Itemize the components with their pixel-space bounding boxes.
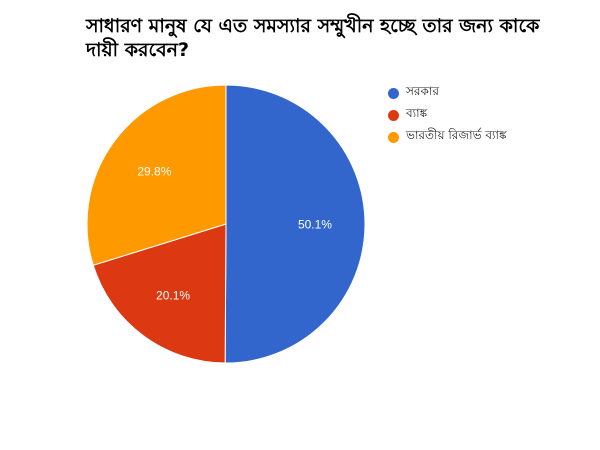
legend-swatch-0 [388, 87, 399, 99]
slice-value-label-0: 50.1% [298, 217, 332, 231]
pie-slices [86, 84, 366, 364]
legend-item-0[interactable]: সরকার [388, 82, 507, 104]
legend-label-0: সরকার [406, 84, 440, 98]
slice-value-label-2: 29.8% [137, 164, 171, 178]
legend-swatch-2 [388, 131, 399, 143]
legend-swatch-1 [388, 109, 399, 121]
pie-slice-0[interactable] [224, 84, 366, 364]
pie-slice-1[interactable] [92, 223, 227, 364]
legend: সরকার ব্যাঙ্ক ভারতীয় রিজার্ভ ব্যাঙ্ক [388, 82, 507, 148]
slice-value-label-1: 20.1% [156, 288, 190, 302]
legend-item-2[interactable]: ভারতীয় রিজার্ভ ব্যাঙ্ক [388, 126, 507, 148]
pie-slice-2[interactable] [86, 84, 227, 266]
legend-item-1[interactable]: ব্যাঙ্ক [388, 104, 507, 126]
legend-label-2: ভারতীয় রিজার্ভ ব্যাঙ্ক [406, 128, 507, 142]
chart-title: সাধারণ মানুষ যে এত সমস্যার সম্মুখীন হচ্ছ… [86, 15, 540, 61]
pie-slice-labels: 50.1% 20.1% 29.8% [137, 164, 332, 302]
legend-label-1: ব্যাঙ্ক [406, 106, 428, 120]
